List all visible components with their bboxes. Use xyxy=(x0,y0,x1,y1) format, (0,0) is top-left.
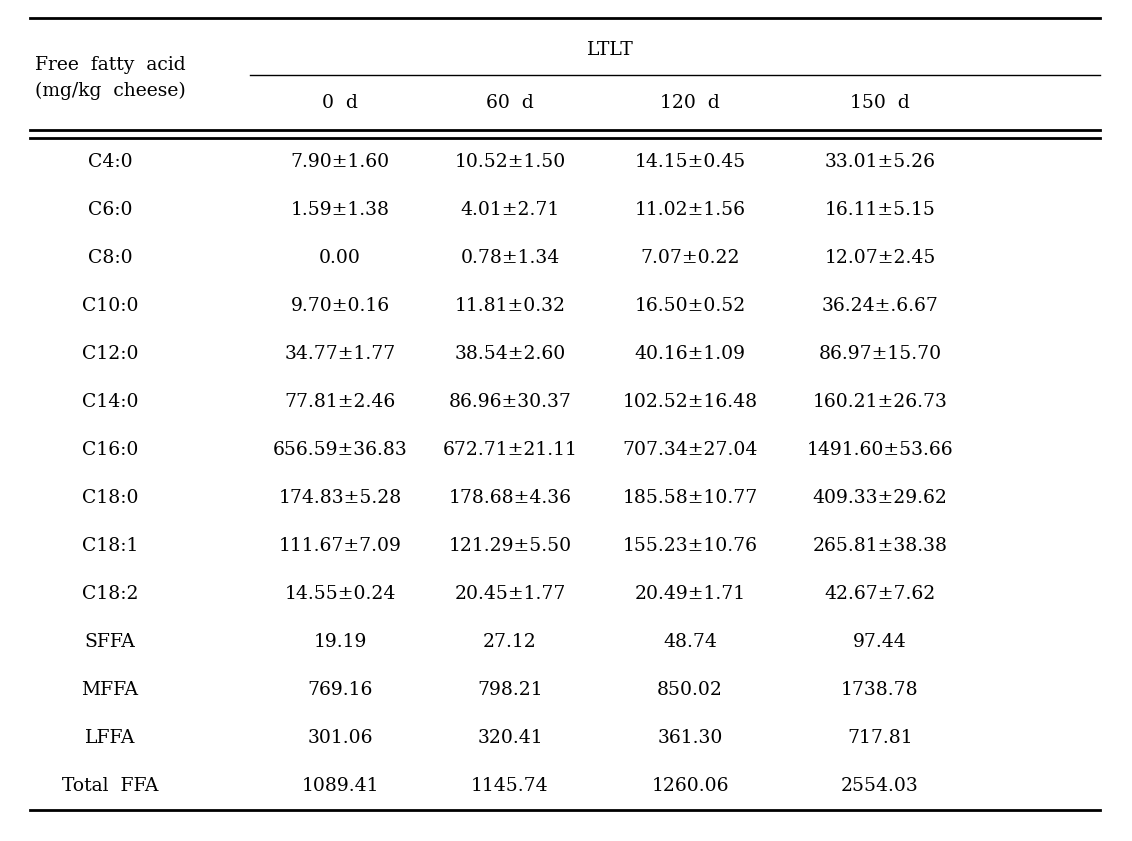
Text: 86.96±30.37: 86.96±30.37 xyxy=(448,393,572,411)
Text: C14:0: C14:0 xyxy=(82,393,138,411)
Text: 301.06: 301.06 xyxy=(307,729,372,747)
Text: 86.97±15.70: 86.97±15.70 xyxy=(818,345,942,363)
Text: C10:0: C10:0 xyxy=(82,297,138,315)
Text: 409.33±29.62: 409.33±29.62 xyxy=(813,489,947,507)
Text: 2554.03: 2554.03 xyxy=(841,777,919,795)
Text: 1145.74: 1145.74 xyxy=(471,777,549,795)
Text: 111.67±7.09: 111.67±7.09 xyxy=(278,537,402,555)
Text: 707.34±27.04: 707.34±27.04 xyxy=(623,441,757,459)
Text: 34.77±1.77: 34.77±1.77 xyxy=(284,345,395,363)
Text: 769.16: 769.16 xyxy=(307,681,372,699)
Text: 4.01±2.71: 4.01±2.71 xyxy=(461,201,559,219)
Text: 48.74: 48.74 xyxy=(663,633,717,651)
Text: C18:0: C18:0 xyxy=(82,489,138,507)
Text: 16.11±5.15: 16.11±5.15 xyxy=(824,201,935,219)
Text: 102.52±16.48: 102.52±16.48 xyxy=(623,393,757,411)
Text: 1260.06: 1260.06 xyxy=(651,777,729,795)
Text: 27.12: 27.12 xyxy=(483,633,537,651)
Text: 185.58±10.77: 185.58±10.77 xyxy=(623,489,757,507)
Text: 14.55±0.24: 14.55±0.24 xyxy=(284,585,396,603)
Text: 1738.78: 1738.78 xyxy=(841,681,919,699)
Text: 36.24±.6.67: 36.24±.6.67 xyxy=(822,297,938,315)
Text: 38.54±2.60: 38.54±2.60 xyxy=(454,345,566,363)
Text: 42.67±7.62: 42.67±7.62 xyxy=(824,585,936,603)
Text: 150  d: 150 d xyxy=(850,93,910,112)
Text: 7.90±1.60: 7.90±1.60 xyxy=(291,153,389,171)
Text: 11.02±1.56: 11.02±1.56 xyxy=(635,201,746,219)
Text: 97.44: 97.44 xyxy=(854,633,907,651)
Text: 798.21: 798.21 xyxy=(478,681,543,699)
Text: 178.68±4.36: 178.68±4.36 xyxy=(448,489,572,507)
Text: 16.50±0.52: 16.50±0.52 xyxy=(634,297,746,315)
Text: 40.16±1.09: 40.16±1.09 xyxy=(635,345,746,363)
Text: 120  d: 120 d xyxy=(660,93,720,112)
Text: C16:0: C16:0 xyxy=(82,441,138,459)
Text: 656.59±36.83: 656.59±36.83 xyxy=(273,441,408,459)
Text: Free  fatty  acid
(mg/kg  cheese): Free fatty acid (mg/kg cheese) xyxy=(35,56,186,100)
Text: 20.45±1.77: 20.45±1.77 xyxy=(454,585,566,603)
Text: SFFA: SFFA xyxy=(85,633,136,651)
Text: C12:0: C12:0 xyxy=(82,345,138,363)
Text: 9.70±0.16: 9.70±0.16 xyxy=(291,297,389,315)
Text: Total  FFA: Total FFA xyxy=(62,777,158,795)
Text: 155.23±10.76: 155.23±10.76 xyxy=(623,537,757,555)
Text: C18:1: C18:1 xyxy=(82,537,138,555)
Text: 1089.41: 1089.41 xyxy=(301,777,379,795)
Text: 265.81±38.38: 265.81±38.38 xyxy=(813,537,947,555)
Text: 160.21±26.73: 160.21±26.73 xyxy=(813,393,947,411)
Text: 0.78±1.34: 0.78±1.34 xyxy=(461,249,559,267)
Text: 10.52±1.50: 10.52±1.50 xyxy=(454,153,566,171)
Text: C8:0: C8:0 xyxy=(87,249,132,267)
Text: 19.19: 19.19 xyxy=(314,633,367,651)
Text: 121.29±5.50: 121.29±5.50 xyxy=(448,537,572,555)
Text: LTLT: LTLT xyxy=(586,41,634,59)
Text: 850.02: 850.02 xyxy=(657,681,723,699)
Text: 320.41: 320.41 xyxy=(478,729,543,747)
Text: 0  d: 0 d xyxy=(323,93,358,112)
Text: 361.30: 361.30 xyxy=(658,729,722,747)
Text: 20.49±1.71: 20.49±1.71 xyxy=(634,585,746,603)
Text: 14.15±0.45: 14.15±0.45 xyxy=(634,153,746,171)
Text: C6:0: C6:0 xyxy=(88,201,132,219)
Text: 11.81±0.32: 11.81±0.32 xyxy=(455,297,566,315)
Text: 717.81: 717.81 xyxy=(847,729,912,747)
Text: 77.81±2.46: 77.81±2.46 xyxy=(284,393,395,411)
Text: 174.83±5.28: 174.83±5.28 xyxy=(278,489,402,507)
Text: LFFA: LFFA xyxy=(85,729,135,747)
Text: 672.71±21.11: 672.71±21.11 xyxy=(443,441,577,459)
Text: 7.07±0.22: 7.07±0.22 xyxy=(641,249,739,267)
Text: 33.01±5.26: 33.01±5.26 xyxy=(824,153,935,171)
Text: 1491.60±53.66: 1491.60±53.66 xyxy=(807,441,953,459)
Text: 1.59±1.38: 1.59±1.38 xyxy=(291,201,389,219)
Text: C4:0: C4:0 xyxy=(87,153,132,171)
Text: MFFA: MFFA xyxy=(82,681,138,699)
Text: 60  d: 60 d xyxy=(486,93,534,112)
Text: 0.00: 0.00 xyxy=(319,249,361,267)
Text: C18:2: C18:2 xyxy=(82,585,138,603)
Text: 12.07±2.45: 12.07±2.45 xyxy=(824,249,936,267)
